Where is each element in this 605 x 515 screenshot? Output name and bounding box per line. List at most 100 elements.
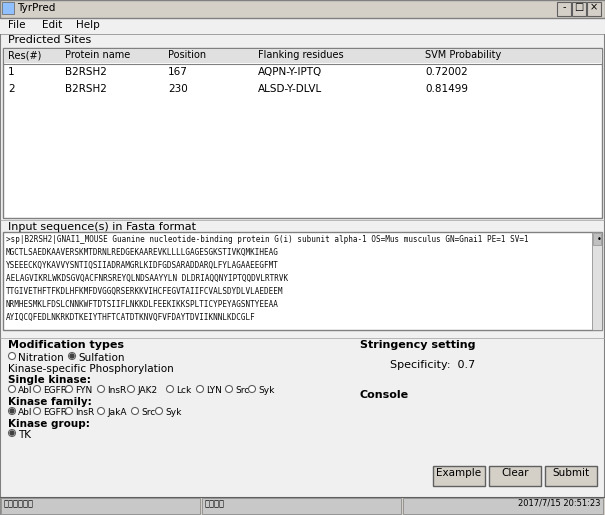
Text: Protein name: Protein name: [65, 50, 130, 60]
Text: □: □: [574, 2, 584, 12]
Text: Help: Help: [76, 20, 100, 30]
Text: Syk: Syk: [258, 386, 275, 395]
Bar: [403, 498, 603, 514]
Text: Abl: Abl: [18, 408, 33, 417]
Circle shape: [226, 386, 232, 392]
Text: B2RSH2: B2RSH2: [65, 84, 107, 94]
Text: 167: 167: [168, 67, 188, 77]
Text: ×: ×: [590, 2, 598, 12]
Text: AQPN-Y-IPTQ: AQPN-Y-IPTQ: [258, 67, 322, 77]
Text: EGFR: EGFR: [43, 408, 67, 417]
Circle shape: [166, 386, 174, 392]
Text: Flanking residues: Flanking residues: [258, 50, 344, 60]
Text: 运算终止运算: 运算终止运算: [4, 499, 34, 508]
Text: JakA: JakA: [107, 408, 126, 417]
Text: Example: Example: [436, 468, 482, 478]
Text: NRMHESMKLFDSLCNNKWFTDTSIIFLNKKDLFEEKIKKSPLTICYPEYAGSNTYEEAA: NRMHESMKLFDSLCNNKWFTDTSIIFLNKKDLFEEKIKKS…: [6, 300, 279, 309]
Text: Specificity:  0.7: Specificity: 0.7: [390, 360, 476, 370]
Circle shape: [155, 407, 163, 415]
Circle shape: [65, 386, 73, 392]
Text: 结果输出: 结果输出: [205, 499, 225, 508]
Bar: [0, 497, 605, 515]
Text: Single kinase:: Single kinase:: [8, 375, 91, 385]
Text: B2RSH2: B2RSH2: [65, 67, 107, 77]
Text: Clear: Clear: [502, 468, 529, 478]
Text: 230: 230: [168, 84, 188, 94]
Text: Modification types: Modification types: [8, 340, 124, 350]
Bar: [0, 18, 605, 34]
Bar: [545, 466, 597, 486]
Text: 0.72002: 0.72002: [425, 67, 468, 77]
Text: InsR: InsR: [75, 408, 94, 417]
Text: TK: TK: [18, 430, 31, 440]
Bar: [433, 466, 485, 486]
Text: 2: 2: [8, 84, 15, 94]
Text: Nitration: Nitration: [18, 353, 64, 363]
Text: Kinase-specific Phosphorylation: Kinase-specific Phosphorylation: [8, 364, 174, 374]
Text: SVM Probability: SVM Probability: [425, 50, 502, 60]
Bar: [587, 2, 601, 16]
Text: Res(#): Res(#): [8, 50, 41, 60]
Circle shape: [8, 352, 16, 359]
Bar: [2, 2, 14, 14]
Text: EGFR: EGFR: [43, 386, 67, 395]
Circle shape: [249, 386, 255, 392]
Circle shape: [33, 407, 41, 415]
Text: Input sequence(s) in Fasta format: Input sequence(s) in Fasta format: [8, 222, 196, 232]
Text: TTGIVETHFTFKDLHFKMFDVGGQRSERKKVIHCFEGVTAIIFCVALSDYDLVLAEDEEM: TTGIVETHFTFKDLHFKMFDVGGQRSERKKVIHCFEGVTA…: [6, 287, 284, 296]
Text: 2017/7/15 20:51:23: 2017/7/15 20:51:23: [518, 499, 601, 508]
Circle shape: [97, 407, 105, 415]
Text: ALSD-Y-DLVL: ALSD-Y-DLVL: [258, 84, 322, 94]
Circle shape: [68, 352, 76, 359]
Text: Syk: Syk: [165, 408, 182, 417]
Bar: [3, 232, 602, 330]
Text: Console: Console: [360, 390, 409, 400]
Text: Sulfation: Sulfation: [78, 353, 125, 363]
Circle shape: [10, 409, 14, 413]
Text: Edit: Edit: [42, 20, 62, 30]
Text: Src: Src: [235, 386, 249, 395]
Text: YSEEECKQYKAVVYSNTIQSIIADRAMGRLKIDFGDSARADDARQLFYLAGAAEEGFMT: YSEEECKQYKAVVYSNTIQSIIADRAMGRLKIDFGDSARA…: [6, 261, 279, 270]
Text: 0.81499: 0.81499: [425, 84, 468, 94]
Bar: [593, 233, 601, 245]
Circle shape: [128, 386, 134, 392]
Text: Src: Src: [141, 408, 155, 417]
Text: Lck: Lck: [176, 386, 191, 395]
Circle shape: [8, 386, 16, 392]
Text: >sp|B2RSH2|GNAI1_MOUSE Guanine nucleotide-binding protein G(i) subunit alpha-1 O: >sp|B2RSH2|GNAI1_MOUSE Guanine nucleotid…: [6, 235, 529, 244]
Text: -: -: [562, 2, 566, 12]
Text: Kinase family:: Kinase family:: [8, 397, 92, 407]
Bar: [489, 466, 541, 486]
Bar: [202, 498, 401, 514]
Text: JAK2: JAK2: [137, 386, 157, 395]
Text: Submit: Submit: [552, 468, 589, 478]
Bar: [1, 498, 200, 514]
Text: •: •: [597, 235, 602, 244]
Text: AELAGVIKRLWKDSGVQACFNRSREYQLNDSAAYYLN DLDRIAQQNYIPTQQDVLRTRVK: AELAGVIKRLWKDSGVQACFNRSREYQLNDSAAYYLN DL…: [6, 274, 288, 283]
Text: AYIQCQFEDLNKRKDTKEIYTHFTCATDTKNVQFVFDAYTDVIIKNNLKDCGLF: AYIQCQFEDLNKRKDTKEIYTHFTCATDTKNVQFVFDAYT…: [6, 313, 256, 322]
Bar: [572, 2, 586, 16]
Text: MGCTLSAEDKAAVERSKMTDRNLREDGEKAAREVKLLLLGAGESGKSTIVKQMKIHEAG: MGCTLSAEDKAAVERSKMTDRNLREDGEKAAREVKLLLLG…: [6, 248, 279, 257]
Text: FYN: FYN: [75, 386, 92, 395]
Circle shape: [97, 386, 105, 392]
Bar: [0, 0, 605, 18]
Text: Kinase group:: Kinase group:: [8, 419, 90, 429]
Circle shape: [8, 407, 16, 415]
Text: TyrPred: TyrPred: [17, 3, 56, 13]
Circle shape: [33, 386, 41, 392]
Text: InsR: InsR: [107, 386, 126, 395]
Circle shape: [10, 431, 14, 435]
Circle shape: [65, 407, 73, 415]
Bar: [3, 48, 602, 218]
Text: Stringency setting: Stringency setting: [360, 340, 476, 350]
Bar: [592, 232, 602, 330]
Text: 1: 1: [8, 67, 15, 77]
Circle shape: [131, 407, 139, 415]
Text: Position: Position: [168, 50, 206, 60]
Text: Abl: Abl: [18, 386, 33, 395]
Text: Predicted Sites: Predicted Sites: [8, 35, 91, 45]
Circle shape: [70, 354, 74, 358]
Bar: [557, 2, 571, 16]
Text: File: File: [8, 20, 25, 30]
Circle shape: [8, 430, 16, 437]
